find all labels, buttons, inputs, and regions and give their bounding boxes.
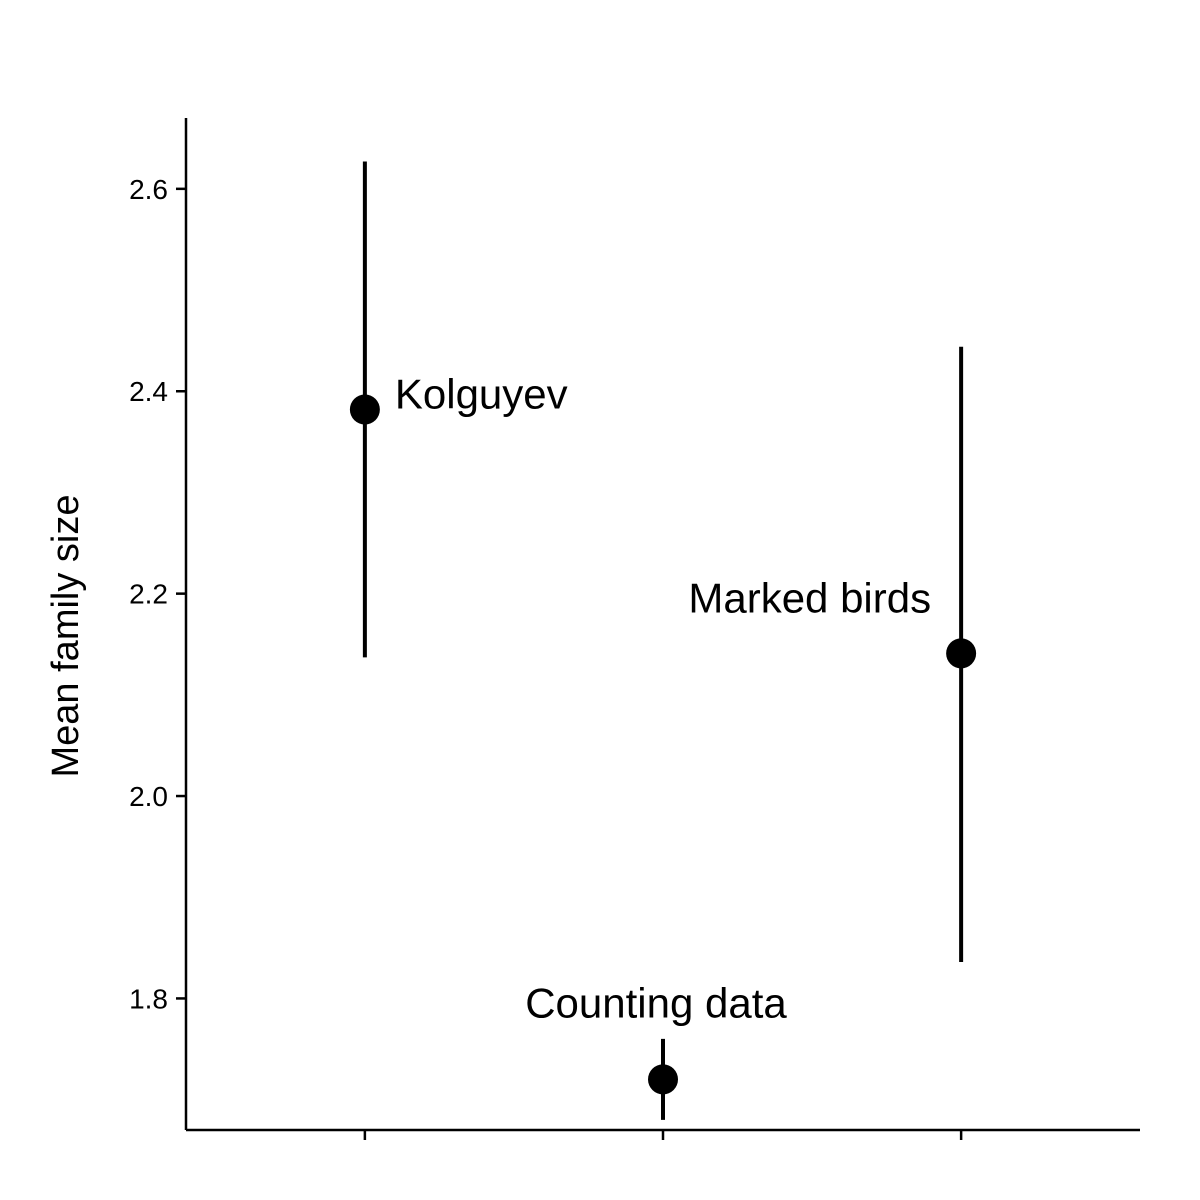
x-ticks xyxy=(363,1130,963,1140)
y-tick-label: 2.6 xyxy=(129,174,168,205)
y-tick-label: 2.0 xyxy=(129,781,168,812)
point-label: Marked birds xyxy=(688,574,931,621)
y-ticks: 1.8 2.0 2.2 2.4 2.6 xyxy=(129,174,186,1014)
point-label: Counting data xyxy=(525,979,787,1026)
data-point xyxy=(349,394,380,425)
point-label: Kolguyev xyxy=(395,370,568,417)
y-tick-label: 2.4 xyxy=(129,376,168,407)
axes xyxy=(184,118,1140,1132)
series: Kolguyev Counting data Marked birds xyxy=(349,161,977,1120)
data-point xyxy=(648,1064,678,1095)
data-point xyxy=(946,638,977,669)
y-tick-label: 1.8 xyxy=(129,983,168,1014)
y-axis-title: Mean family size xyxy=(45,495,87,778)
y-tick-label: 2.2 xyxy=(129,579,168,610)
